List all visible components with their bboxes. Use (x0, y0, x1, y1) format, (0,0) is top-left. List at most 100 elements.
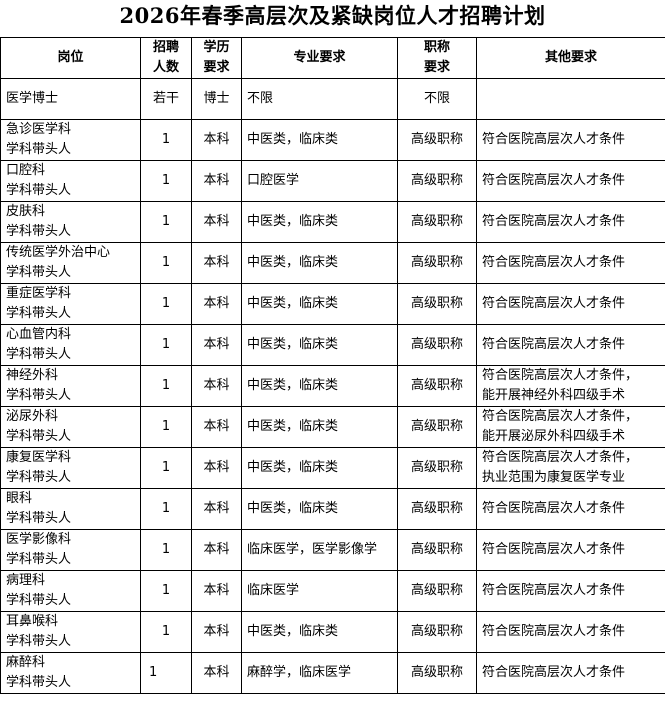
cell-education: 本科 (191, 323, 242, 366)
cell-major: 中医类，临床类 (241, 446, 398, 489)
cell-position: 耳鼻喉科 学科带头人 (0, 610, 141, 653)
position-line1: 口腔科 (6, 162, 46, 178)
cell-major: 中医类，临床类 (241, 282, 398, 325)
cell-position: 皮肤科 学科带头人 (0, 200, 141, 243)
cell-rank: 高级职称 (397, 528, 477, 571)
cell-rank: 高级职称 (397, 405, 477, 448)
position-line2: 学科带头人 (6, 551, 72, 567)
position-line1: 康复医学科 (6, 449, 72, 465)
cell-count: 1 (140, 446, 192, 489)
cell-education: 本科 (191, 651, 242, 694)
table-row: 耳鼻喉科 学科带头人 1 本科 中医类，临床类 高级职称 符合医院高层次人才条件 (0, 610, 665, 653)
table-row: 麻醉科 学科带头人 1 本科 麻醉学，临床医学 高级职称 符合医院高层次人才条件 (0, 651, 665, 694)
cell-other: 符合医院高层次人才条件， 能开展神经外科四级手术 (476, 364, 665, 407)
page-title: 2026年春季高层次及紧缺岗位人才招聘计划 (119, 3, 546, 28)
other-line1: 符合医院高层次人才条件 (482, 254, 626, 270)
cell-other: 符合医院高层次人才条件 (476, 610, 665, 653)
cell-other: 符合医院高层次人才条件 (476, 282, 665, 325)
cell-rank: 高级职称 (397, 446, 477, 489)
cell-rank: 高级职称 (397, 651, 477, 694)
other-line1: 符合医院高层次人才条件， (482, 449, 639, 465)
cell-education: 本科 (191, 487, 242, 530)
header-education: 学历 要求 (191, 37, 242, 79)
position-line1: 医学博士 (6, 90, 59, 106)
cell-other: 符合医院高层次人才条件 (476, 323, 665, 366)
position-line1: 传统医学外治中心 (6, 244, 111, 260)
recruitment-table: 岗位 招聘 人数 学历 要求 专业要求 职称 要求 其他要求 医学博士 若干 博士 不限 不限… (0, 37, 665, 694)
cell-other: 符合医院高层次人才条件 (476, 569, 665, 612)
header-education-line2: 要求 (203, 60, 230, 75)
cell-rank: 高级职称 (397, 200, 477, 243)
table-row: 急诊医学科 学科带头人 1 本科 中医类，临床类 高级职称 符合医院高层次人才条件 (0, 118, 665, 161)
cell-major: 临床医学，医学影像学 (241, 528, 398, 571)
cell-major: 中医类，临床类 (241, 241, 398, 284)
table-row: 康复医学科 学科带头人 1 本科 中医类，临床类 高级职称 符合医院高层次人才条件， 执业范围… (0, 446, 665, 489)
position-line1: 眼科 (6, 490, 33, 506)
cell-major: 中医类，临床类 (241, 364, 398, 407)
other-line1: 符合医院高层次人才条件 (482, 664, 626, 680)
other-line1: 符合医院高层次人才条件 (482, 336, 626, 352)
cell-other: 符合医院高层次人才条件 (476, 528, 665, 571)
header-position: 岗位 (0, 37, 141, 79)
cell-count: 1 (140, 282, 192, 325)
cell-rank: 高级职称 (397, 323, 477, 366)
table-row: 传统医学外治中心 学科带头人 1 本科 中医类，临床类 高级职称 符合医院高层次人才条件 (0, 241, 665, 284)
position-line1: 泌尿外科 (6, 408, 59, 424)
position-line2: 学科带头人 (6, 223, 72, 239)
cell-major: 不限 (241, 78, 398, 120)
other-line1: 符合医院高层次人才条件 (482, 500, 626, 516)
position-line1: 医学影像科 (6, 531, 72, 547)
cell-count: 1 (140, 569, 192, 612)
cell-position: 心血管内科 学科带头人 (0, 323, 141, 366)
header-rank: 职称 要求 (397, 37, 477, 79)
cell-position: 传统医学外治中心 学科带头人 (0, 241, 141, 284)
cell-rank: 高级职称 (397, 241, 477, 284)
position-line1: 皮肤科 (6, 203, 46, 219)
other-line1: 符合医院高层次人才条件 (482, 172, 626, 188)
cell-education: 本科 (191, 118, 242, 161)
cell-count: 1 (140, 200, 192, 243)
other-line1: 符合医院高层次人才条件， (482, 408, 639, 424)
position-line1: 病理科 (6, 572, 46, 588)
table-row: 重症医学科 学科带头人 1 本科 中医类，临床类 高级职称 符合医院高层次人才条件 (0, 282, 665, 325)
cell-position: 急诊医学科 学科带头人 (0, 118, 141, 161)
position-line2: 学科带头人 (6, 469, 72, 485)
cell-major: 临床医学 (241, 569, 398, 612)
cell-major: 中医类，临床类 (241, 487, 398, 530)
cell-position: 病理科 学科带头人 (0, 569, 141, 612)
other-line1: 符合医院高层次人才条件 (482, 623, 626, 639)
cell-rank: 高级职称 (397, 610, 477, 653)
other-line1: 符合医院高层次人才条件 (482, 582, 626, 598)
other-line1: 符合医院高层次人才条件 (482, 541, 626, 557)
table-row: 皮肤科 学科带头人 1 本科 中医类，临床类 高级职称 符合医院高层次人才条件 (0, 200, 665, 243)
position-line2: 学科带头人 (6, 182, 72, 198)
cell-major: 中医类，临床类 (241, 323, 398, 366)
position-line2: 学科带头人 (6, 592, 72, 608)
position-line2: 学科带头人 (6, 510, 72, 526)
cell-other: 符合医院高层次人才条件 (476, 118, 665, 161)
other-line1: 符合医院高层次人才条件 (482, 295, 626, 311)
position-line1: 耳鼻喉科 (6, 613, 59, 629)
position-line1: 麻醉科 (6, 654, 46, 670)
other-line2: 执业范围为康复医学专业 (482, 469, 626, 485)
other-line2: 能开展泌尿外科四级手术 (482, 428, 626, 444)
other-line1: 符合医院高层次人才条件， (482, 367, 639, 383)
header-other: 其他要求 (476, 37, 665, 79)
cell-other: 符合医院高层次人才条件， 能开展泌尿外科四级手术 (476, 405, 665, 448)
position-line1: 心血管内科 (6, 326, 72, 342)
cell-education: 本科 (191, 159, 242, 202)
cell-rank: 高级职称 (397, 487, 477, 530)
cell-count: 1 (140, 159, 192, 202)
cell-education: 本科 (191, 200, 242, 243)
header-rank-line2: 要求 (423, 60, 450, 75)
cell-count: 1 (140, 651, 192, 694)
cell-position: 医学博士 (0, 78, 141, 120)
cell-position: 眼科 学科带头人 (0, 487, 141, 530)
cell-education: 本科 (191, 282, 242, 325)
cell-other: 符合医院高层次人才条件 (476, 651, 665, 694)
cell-education: 本科 (191, 364, 242, 407)
position-line2: 学科带头人 (6, 674, 72, 690)
cell-count: 1 (140, 118, 192, 161)
position-line2: 学科带头人 (6, 264, 72, 280)
cell-rank: 高级职称 (397, 118, 477, 161)
